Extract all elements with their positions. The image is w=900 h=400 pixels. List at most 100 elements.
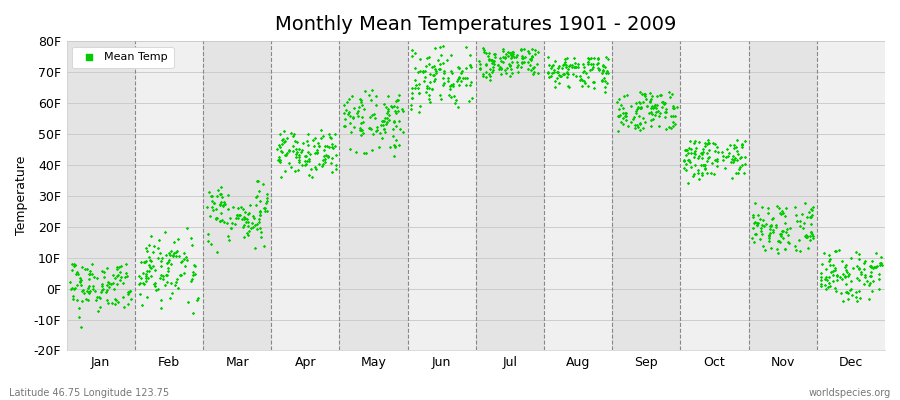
Point [651,108,665,114]
Point [209,214,223,221]
Point [309,166,323,172]
Point [473,64,488,71]
Point [750,222,764,229]
Point [778,213,792,219]
Point [509,59,524,66]
Point [104,281,118,288]
Point [433,44,447,50]
Point [154,258,168,264]
Point [863,269,878,276]
Point [757,223,771,230]
Point [357,106,372,112]
Point [364,96,378,103]
Point [655,99,670,106]
Point [106,272,121,278]
Point [64,286,78,293]
Point [238,209,252,216]
Point [531,49,545,55]
Point [349,110,364,116]
Point [583,55,598,61]
Point [324,134,338,141]
Point [431,56,446,63]
Title: Monthly Mean Temperatures 1901 - 2009: Monthly Mean Temperatures 1901 - 2009 [275,15,677,34]
Point [253,198,267,204]
Point [571,64,585,71]
Point [110,264,124,270]
Point [162,252,176,258]
Point [479,61,493,67]
Point [328,130,342,137]
Point [73,275,87,281]
Point [253,208,267,214]
Point [325,140,339,147]
Point [771,204,786,211]
Point [338,107,353,114]
Point [710,163,724,169]
Point [777,210,791,217]
Point [375,122,390,128]
Point [819,286,833,293]
Point [521,50,535,56]
Point [541,70,555,76]
Point [652,113,666,119]
Point [658,114,672,120]
Point [645,102,660,109]
Point [354,132,368,138]
Point [666,118,680,125]
Point [425,64,439,70]
Point [444,51,458,58]
Point [760,210,775,216]
Point [697,162,711,168]
Point [530,70,544,76]
Point [338,116,352,122]
Point [184,235,198,241]
Point [501,49,516,55]
Point [757,247,771,254]
Point [153,272,167,278]
Point [724,175,739,182]
Point [542,74,556,80]
Point [769,222,783,228]
Point [666,113,680,120]
Point [242,228,256,234]
Point [516,54,530,61]
Point [226,204,240,210]
Point [738,138,752,144]
Point [123,296,138,302]
Point [82,282,96,289]
Point [215,217,230,224]
Point [212,201,227,207]
Point [257,243,272,249]
Point [328,152,343,158]
Point [598,54,613,60]
Point [841,268,855,275]
Point [278,152,293,158]
Point [238,216,252,222]
Point [517,46,531,52]
Point [235,216,249,222]
Point [439,56,454,63]
Point [382,144,397,150]
Point [215,194,230,200]
Point [346,114,360,120]
Point [184,278,198,284]
Point [870,263,885,269]
Point [479,50,493,56]
Point [232,212,247,218]
Point [524,56,538,62]
Point [822,252,836,258]
Bar [817,41,885,350]
Point [165,290,179,296]
Point [832,274,847,280]
Point [670,104,684,110]
Point [826,268,841,274]
Point [212,190,227,197]
Point [137,259,151,266]
Point [482,56,497,63]
Point [243,201,257,208]
Point [487,51,501,57]
Point [745,235,760,241]
Point [482,50,496,56]
Point [451,82,465,88]
Point [428,76,442,83]
